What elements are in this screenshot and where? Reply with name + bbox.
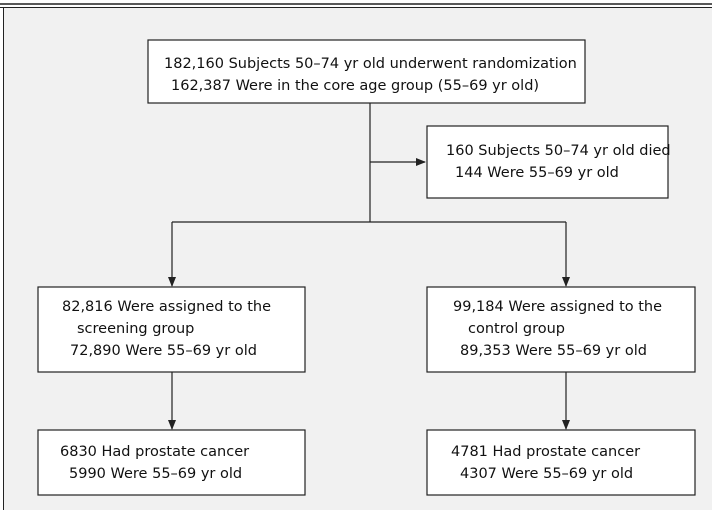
box — [37, 429, 306, 496]
box-text: 162,387 Were in the core age group (55–6… — [171, 78, 539, 94]
box-text: 4307 Were 55–69 yr old — [460, 466, 633, 482]
box-text: 6830 Had prostate cancer — [60, 444, 249, 460]
box-text: screening group — [77, 321, 194, 337]
box-text: 182,160 Subjects 50–74 yr old underwent … — [164, 56, 577, 72]
box-text: 82,816 Were assigned to the — [62, 299, 271, 315]
box — [147, 39, 586, 104]
box-text: 160 Subjects 50–74 yr old died — [446, 143, 671, 159]
box-text: 72,890 Were 55–69 yr old — [70, 343, 257, 359]
box — [426, 125, 669, 199]
box-text: 5990 Were 55–69 yr old — [69, 466, 242, 482]
box — [426, 286, 696, 373]
box-text: control group — [468, 321, 565, 337]
box — [426, 429, 696, 496]
box-text: 99,184 Were assigned to the — [453, 299, 662, 315]
box-text: 144 Were 55–69 yr old — [455, 165, 619, 181]
box-text: 89,353 Were 55–69 yr old — [460, 343, 647, 359]
box — [37, 286, 306, 373]
box-text: 4781 Had prostate cancer — [451, 444, 640, 460]
